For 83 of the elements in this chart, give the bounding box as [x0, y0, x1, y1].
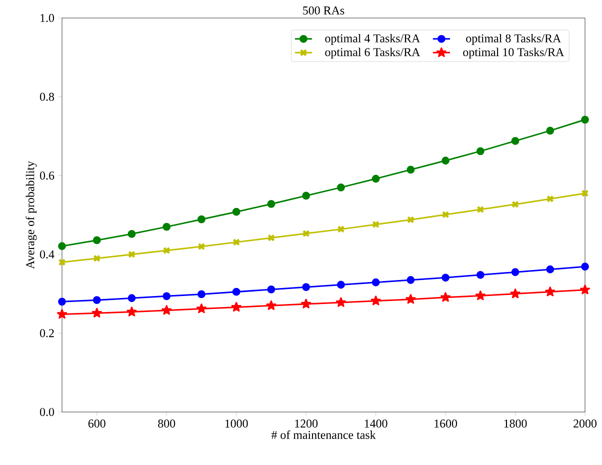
point [476, 270, 484, 279]
point [266, 300, 276, 310]
point [406, 294, 416, 304]
point [512, 200, 520, 208]
x-tick-label: 600 [88, 420, 106, 428]
point [442, 156, 450, 165]
point [510, 288, 520, 298]
legend-label: optimal 4 Tasks/RA [325, 34, 420, 45]
point [440, 292, 451, 302]
point [92, 296, 101, 304]
point [232, 208, 240, 216]
point [302, 230, 310, 238]
y-tick-label: 1.0 [40, 14, 54, 22]
point [58, 298, 66, 306]
point [581, 116, 589, 124]
point [196, 304, 206, 314]
x-tick-label: 1600 [434, 420, 458, 428]
point [92, 236, 101, 244]
point [162, 305, 172, 315]
legend-label: optimal 10 Tasks/RA [463, 48, 564, 59]
point [162, 246, 170, 254]
point [93, 254, 101, 262]
point [546, 265, 554, 274]
point [58, 242, 66, 250]
point [442, 274, 450, 282]
point [581, 262, 589, 271]
point [336, 280, 345, 289]
point [545, 286, 556, 296]
point [475, 290, 486, 300]
y-axis-title: Average of probability [26, 161, 37, 269]
y-tick-label: 0.4 [40, 250, 54, 258]
point [267, 200, 276, 208]
chart-title: 500 RAs [303, 6, 344, 14]
point [372, 220, 380, 228]
point [511, 136, 520, 145]
point [198, 215, 206, 224]
point [372, 174, 380, 183]
point [56, 309, 68, 319]
point [231, 302, 242, 312]
point [232, 238, 240, 246]
legend-label: optimal 8 Tasks/RA [466, 34, 562, 45]
point [336, 297, 346, 307]
point [198, 242, 206, 250]
point [406, 216, 414, 224]
x-tick-label: 1800 [504, 420, 527, 428]
point [546, 195, 554, 203]
point [302, 192, 310, 200]
point [128, 294, 136, 302]
x-tick-label: 2000 [574, 420, 596, 428]
y-tick-label: 0.8 [40, 92, 54, 101]
point [406, 166, 415, 174]
x-tick-label: 1200 [295, 420, 318, 428]
legend-label: optimal 6 Tasks/RA [325, 48, 420, 59]
point [128, 230, 136, 238]
point [372, 278, 380, 286]
point [336, 183, 345, 192]
point [476, 147, 484, 156]
y-tick-label: 0.0 [40, 408, 54, 416]
point [162, 292, 171, 300]
point [580, 284, 590, 294]
point [232, 288, 240, 296]
point [302, 283, 310, 292]
point [337, 225, 345, 233]
point [406, 276, 415, 284]
point [301, 298, 312, 308]
y-tick-label: 0.2 [40, 329, 54, 338]
point [511, 268, 520, 276]
point [267, 286, 276, 294]
x-tick-label: 1000 [225, 420, 248, 428]
x-axis-title: # of maintenance task [271, 430, 376, 439]
point [267, 234, 275, 242]
point [128, 250, 136, 258]
point [162, 222, 171, 231]
x-tick-label: 800 [158, 420, 176, 428]
x-tick-label: 1400 [364, 420, 388, 428]
y-tick-label: 0.6 [40, 172, 54, 180]
point [370, 296, 381, 306]
point [92, 308, 102, 318]
point [126, 306, 137, 316]
point [198, 290, 206, 298]
point [546, 126, 554, 135]
point [476, 206, 484, 214]
point [442, 210, 450, 218]
